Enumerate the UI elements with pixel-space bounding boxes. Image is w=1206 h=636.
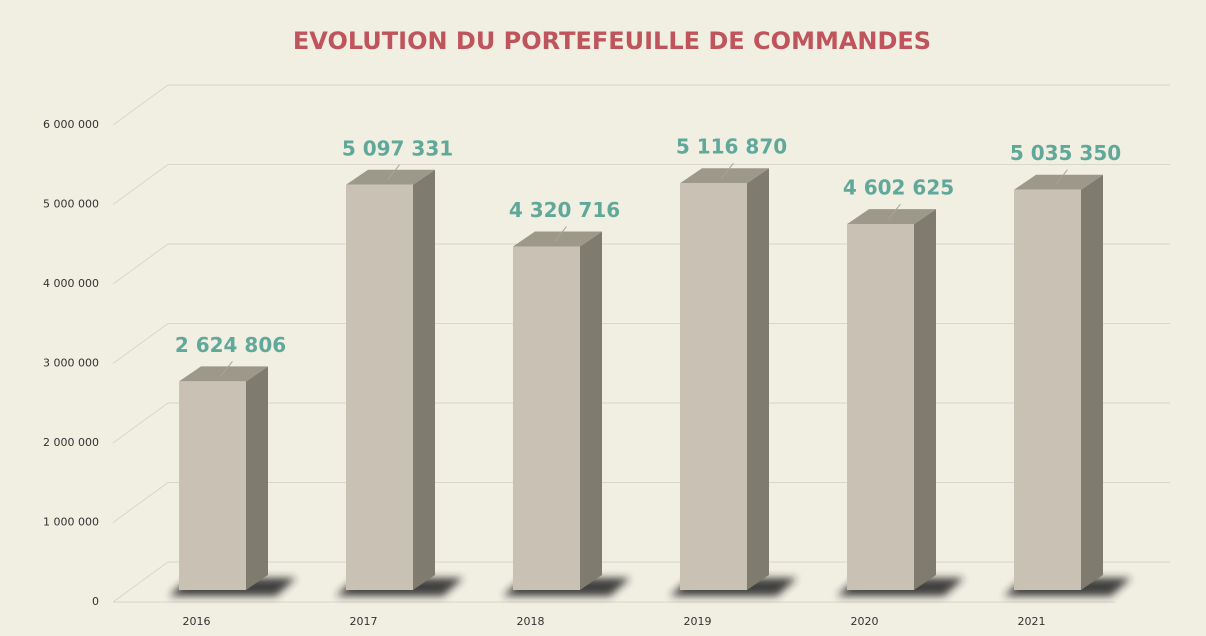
bar: [1014, 189, 1081, 590]
grid-line: [112, 561, 1170, 603]
y-tick-label: 6 000 000: [43, 118, 99, 131]
grid-line: [112, 323, 1170, 364]
value-label: 5 097 331: [342, 136, 453, 160]
y-tick-label: 5 000 000: [43, 198, 99, 211]
label-leader: [387, 164, 400, 181]
bar-top: [847, 209, 936, 225]
grid-line: [112, 243, 1170, 285]
x-tick-label: 2017: [350, 615, 378, 628]
x-tick-label: 2016: [183, 615, 211, 628]
label-leader: [554, 226, 567, 242]
label-leader: [888, 203, 901, 220]
label-leader: [1055, 169, 1068, 186]
bar-top: [346, 169, 435, 185]
y-tick-label: 3 000 000: [43, 357, 99, 370]
bar-side: [580, 231, 602, 590]
bar: [513, 246, 580, 590]
bar-side: [1081, 174, 1103, 590]
y-tick-label: 0: [92, 595, 99, 608]
bar: [346, 184, 413, 590]
bar: [680, 183, 747, 590]
y-tick-label: 4 000 000: [43, 277, 99, 290]
bar-side: [747, 168, 769, 590]
label-leader: [220, 361, 233, 377]
y-tick-label: 2 000 000: [43, 436, 99, 449]
bar: [179, 381, 246, 590]
bar-side: [914, 209, 936, 590]
value-label: 5 035 350: [1010, 141, 1121, 165]
x-tick-label: 2020: [851, 615, 879, 628]
x-tick-label: 2018: [517, 615, 545, 628]
value-label: 2 624 806: [175, 333, 286, 357]
grid-line: [112, 482, 1170, 523]
grid-line: [112, 402, 1170, 444]
bar-side: [413, 169, 435, 590]
grid-line: [112, 164, 1170, 205]
x-tick-label: 2021: [1018, 615, 1046, 628]
bar: [847, 224, 914, 590]
x-tick-label: 2019: [684, 615, 712, 628]
bar-top: [513, 231, 602, 247]
chart-title: EVOLUTION DU PORTEFEUILLE DE COMMANDES: [293, 27, 931, 55]
bar-top: [680, 168, 769, 184]
grid-line: [112, 84, 1170, 126]
value-label: 5 116 870: [676, 135, 787, 159]
value-label: 4 320 716: [509, 198, 620, 222]
y-tick-label: 1 000 000: [43, 516, 99, 529]
value-label: 4 602 625: [843, 176, 954, 200]
label-leader: [721, 162, 734, 179]
bar-top: [1014, 174, 1103, 190]
bar-side: [246, 366, 268, 590]
bar-top: [179, 366, 268, 382]
